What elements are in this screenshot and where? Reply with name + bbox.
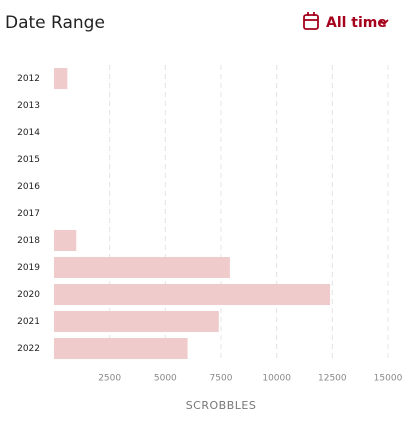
x-tick-label: 12500 — [318, 374, 347, 384]
chart-title: Date Range — [5, 13, 105, 33]
bar — [54, 67, 68, 90]
calendar-icon — [303, 14, 319, 30]
y-tick-label: 2016 — [17, 182, 40, 192]
bar — [54, 229, 77, 252]
date-filter[interactable]: All time — [303, 12, 389, 31]
y-tick-label: 2021 — [17, 317, 40, 327]
y-tick-label: 2020 — [17, 290, 40, 300]
filter-label[interactable]: All time — [326, 15, 387, 31]
y-tick-label: 2018 — [17, 236, 40, 246]
x-axis-label: SCROBBLES — [186, 399, 257, 412]
y-tick-label: 2019 — [17, 263, 40, 273]
y-tick-label: 2022 — [17, 344, 40, 354]
bar — [54, 283, 331, 306]
x-tick-label: 7500 — [210, 374, 233, 384]
y-tick-label: 2017 — [17, 209, 40, 219]
y-tick-label: 2014 — [17, 128, 40, 138]
chevron-icon — [379, 19, 389, 26]
x-tick-label: 10000 — [262, 374, 291, 384]
y-tick-label: 2013 — [17, 101, 40, 111]
x-tick-label: 15000 — [374, 374, 403, 384]
bar — [54, 310, 219, 333]
x-tick-label: 2500 — [98, 374, 121, 384]
y-tick-label: 2015 — [17, 155, 40, 165]
bar — [54, 256, 230, 279]
y-tick-label: 2012 — [17, 74, 40, 84]
bar — [54, 337, 188, 360]
x-tick-label: 5000 — [154, 374, 177, 384]
